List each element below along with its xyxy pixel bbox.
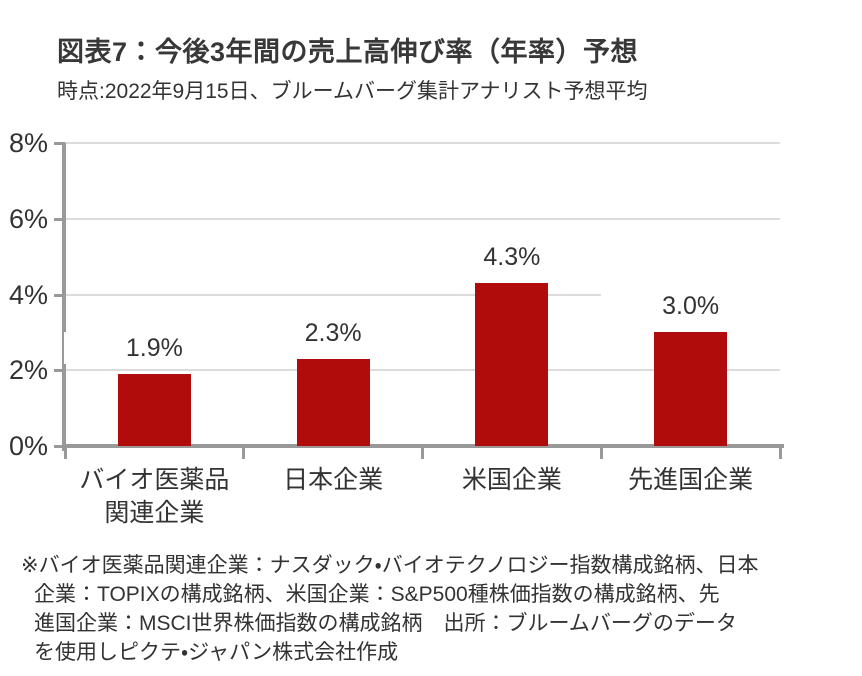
x-axis-tick bbox=[599, 446, 603, 459]
x-category-label-line: 日本企業 bbox=[283, 466, 384, 494]
bar-value-label: 1.9% bbox=[64, 332, 245, 365]
y-axis-tick bbox=[54, 445, 65, 448]
chart-title: 図表7：今後3年間の売上高伸び率（年率）予想 bbox=[57, 37, 639, 67]
y-axis-label: 4% bbox=[8, 279, 48, 310]
x-category-label: 米国企業 bbox=[417, 464, 607, 497]
bar-2 bbox=[296, 358, 370, 446]
x-axis-tick bbox=[63, 446, 67, 459]
bar-value-label: 3.0% bbox=[600, 290, 781, 323]
x-category-label-line: バイオ医薬品 bbox=[79, 466, 230, 494]
x-axis-tick bbox=[242, 446, 246, 459]
x-axis-tick bbox=[421, 446, 424, 459]
y-axis-label: 2% bbox=[8, 355, 48, 386]
source-note-line: 進国企業：MSCI世界株価指数の構成銘柄 出所：ブルームバーグのデータ bbox=[34, 612, 737, 635]
x-category-label: バイオ医薬品 関連企業 bbox=[59, 464, 249, 530]
y-gridline bbox=[65, 142, 780, 144]
y-gridline bbox=[65, 217, 780, 220]
x-category-label-line: 米国企業 bbox=[461, 466, 562, 494]
x-axis-tick bbox=[778, 446, 782, 459]
y-axis-tick bbox=[54, 142, 65, 145]
source-note: ※バイオ医薬品関連企業：ナスダック・バイオテクノロジー指数構成銘柄、日本企業：T… bbox=[21, 551, 831, 667]
y-axis-tick bbox=[54, 369, 65, 373]
bar-1 bbox=[117, 374, 191, 446]
y-gridline bbox=[65, 369, 780, 372]
bar-4 bbox=[654, 332, 728, 446]
source-note-line: ※バイオ医薬品関連企業：ナスダック・バイオテクノロジー指数構成銘柄、日本 bbox=[21, 554, 759, 577]
bar-value-label: 2.3% bbox=[243, 316, 424, 349]
y-axis-label: 6% bbox=[8, 203, 48, 234]
y-axis-tick bbox=[54, 293, 65, 297]
source-note-line: 企業：TOPIXの構成銘柄、米国企業：S&P500種株価指数の構成銘柄、先 bbox=[34, 583, 720, 606]
x-category-label: 日本企業 bbox=[238, 464, 428, 497]
source-note-line: を使用しピクテ・ジャパン株式会社作成 bbox=[34, 641, 399, 664]
y-axis-tick bbox=[54, 217, 65, 221]
bar-3 bbox=[475, 283, 549, 446]
x-category-label-line: 関連企業 bbox=[104, 499, 205, 527]
x-category-label: 先進国企業 bbox=[596, 464, 786, 497]
chart-subtitle: 時点:2022年9月15日、ブルームバーグ集計アナリスト予想平均 bbox=[57, 80, 648, 103]
y-gridline bbox=[65, 293, 780, 296]
x-category-label-line: 先進国企業 bbox=[628, 466, 754, 494]
y-axis-label: 8% bbox=[8, 128, 48, 158]
y-axis-label: 0% bbox=[8, 431, 48, 461]
bar-value-label: 4.3% bbox=[421, 241, 602, 274]
y-axis-line bbox=[62, 143, 66, 451]
